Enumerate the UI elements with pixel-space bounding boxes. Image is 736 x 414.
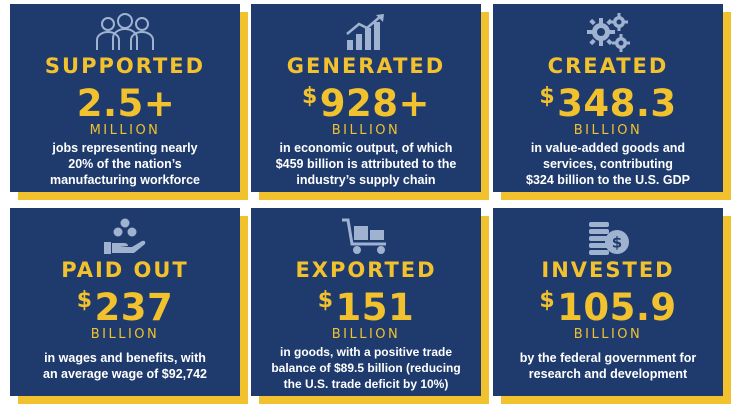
card-description: in goods, with a positive trade balance … (265, 344, 466, 392)
card-generated: GENERATED $928+ BILLION in economic outp… (251, 4, 489, 200)
card-amount: $105.9 (539, 282, 676, 327)
card-amount: 2.5+ (75, 78, 176, 123)
card-amount: $348.3 (539, 78, 676, 123)
hand-coins-icon (102, 216, 148, 256)
card-invested: $ INVESTED $105.9 BILLION by the federal… (493, 208, 731, 404)
card-amount: $928+ (302, 78, 430, 123)
card-description: by the federal government for research a… (514, 350, 702, 382)
dollar-sign: $ (539, 84, 556, 109)
card-exported: EXPORTED $151 BILLION in goods, with a p… (251, 208, 489, 404)
desc-line: in economic output, of which (279, 141, 453, 155)
desc-line: research and development (528, 367, 688, 381)
card-unit: BILLION (331, 327, 401, 342)
card-verb: CREATED (547, 54, 669, 78)
svg-text:$: $ (612, 234, 622, 252)
card-panel: SUPPORTED 2.5+ MILLION jobs representing… (10, 4, 240, 192)
dollar-sign: $ (539, 288, 556, 313)
desc-line: in wages and benefits, with (44, 351, 206, 365)
amount-value: 2.5+ (76, 82, 176, 125)
card-paid-out: PAID OUT $237 BILLION in wages and benef… (10, 208, 248, 404)
desc-line: jobs representing nearly (52, 141, 198, 155)
amount-value: 928+ (319, 82, 431, 125)
card-description: in economic output, of which $459 billio… (270, 140, 463, 188)
card-created: CREATED $348.3 BILLION in value-added go… (493, 4, 731, 200)
card-unit: BILLION (90, 327, 160, 342)
card-panel: $ INVESTED $105.9 BILLION by the federal… (493, 208, 723, 396)
card-description: in value-added goods and services, contr… (520, 140, 696, 188)
card-panel: EXPORTED $151 BILLION in goods, with a p… (251, 208, 481, 396)
card-verb: GENERATED (286, 54, 446, 78)
coin-stack-icon: $ (585, 216, 631, 256)
cart-icon (340, 216, 392, 256)
dollar-sign: $ (301, 84, 318, 109)
dollar-sign: $ (317, 288, 334, 313)
desc-line: an average wage of $92,742 (43, 367, 207, 381)
desc-line: $324 billion to the U.S. GDP (526, 173, 690, 187)
card-unit: BILLION (573, 327, 643, 342)
card-amount: $237 (77, 282, 174, 327)
desc-line: services, contributing (543, 157, 673, 171)
dollar-sign: $ (76, 288, 93, 313)
card-supported: SUPPORTED 2.5+ MILLION jobs representing… (10, 4, 248, 200)
desc-line: 20% of the nation’s (68, 157, 182, 171)
amount-value: 105.9 (557, 286, 677, 329)
desc-line: in value-added goods and (530, 141, 686, 155)
desc-line: balance of $89.5 billion (reducing (271, 361, 461, 375)
desc-line: $459 billion is attributed to the (275, 157, 457, 171)
card-unit: BILLION (573, 123, 643, 138)
desc-line: by the federal government for (519, 351, 697, 365)
card-description: in wages and benefits, with an average w… (37, 350, 213, 382)
card-unit: MILLION (89, 123, 161, 138)
card-panel: PAID OUT $237 BILLION in wages and benef… (10, 208, 240, 396)
card-description: jobs representing nearly 20% of the nati… (44, 140, 206, 188)
desc-line: industry’s supply chain (296, 173, 436, 187)
card-verb: EXPORTED (295, 258, 437, 282)
growth-chart-icon (343, 12, 389, 52)
desc-line: manufacturing workforce (49, 173, 201, 187)
card-verb: INVESTED (541, 258, 675, 282)
desc-line: in goods, with a positive trade (279, 345, 453, 359)
people-icon (94, 12, 156, 52)
card-verb: SUPPORTED (44, 54, 206, 78)
card-panel: GENERATED $928+ BILLION in economic outp… (251, 4, 481, 192)
card-verb: PAID OUT (61, 258, 189, 282)
amount-value: 151 (335, 286, 415, 329)
amount-value: 237 (94, 286, 174, 329)
amount-value: 348.3 (557, 82, 677, 125)
card-amount: $151 (318, 282, 415, 327)
card-panel: CREATED $348.3 BILLION in value-added go… (493, 4, 723, 192)
gears-icon (585, 12, 631, 52)
desc-line: the U.S. trade deficit by 10%) (283, 377, 449, 391)
card-unit: BILLION (331, 123, 401, 138)
